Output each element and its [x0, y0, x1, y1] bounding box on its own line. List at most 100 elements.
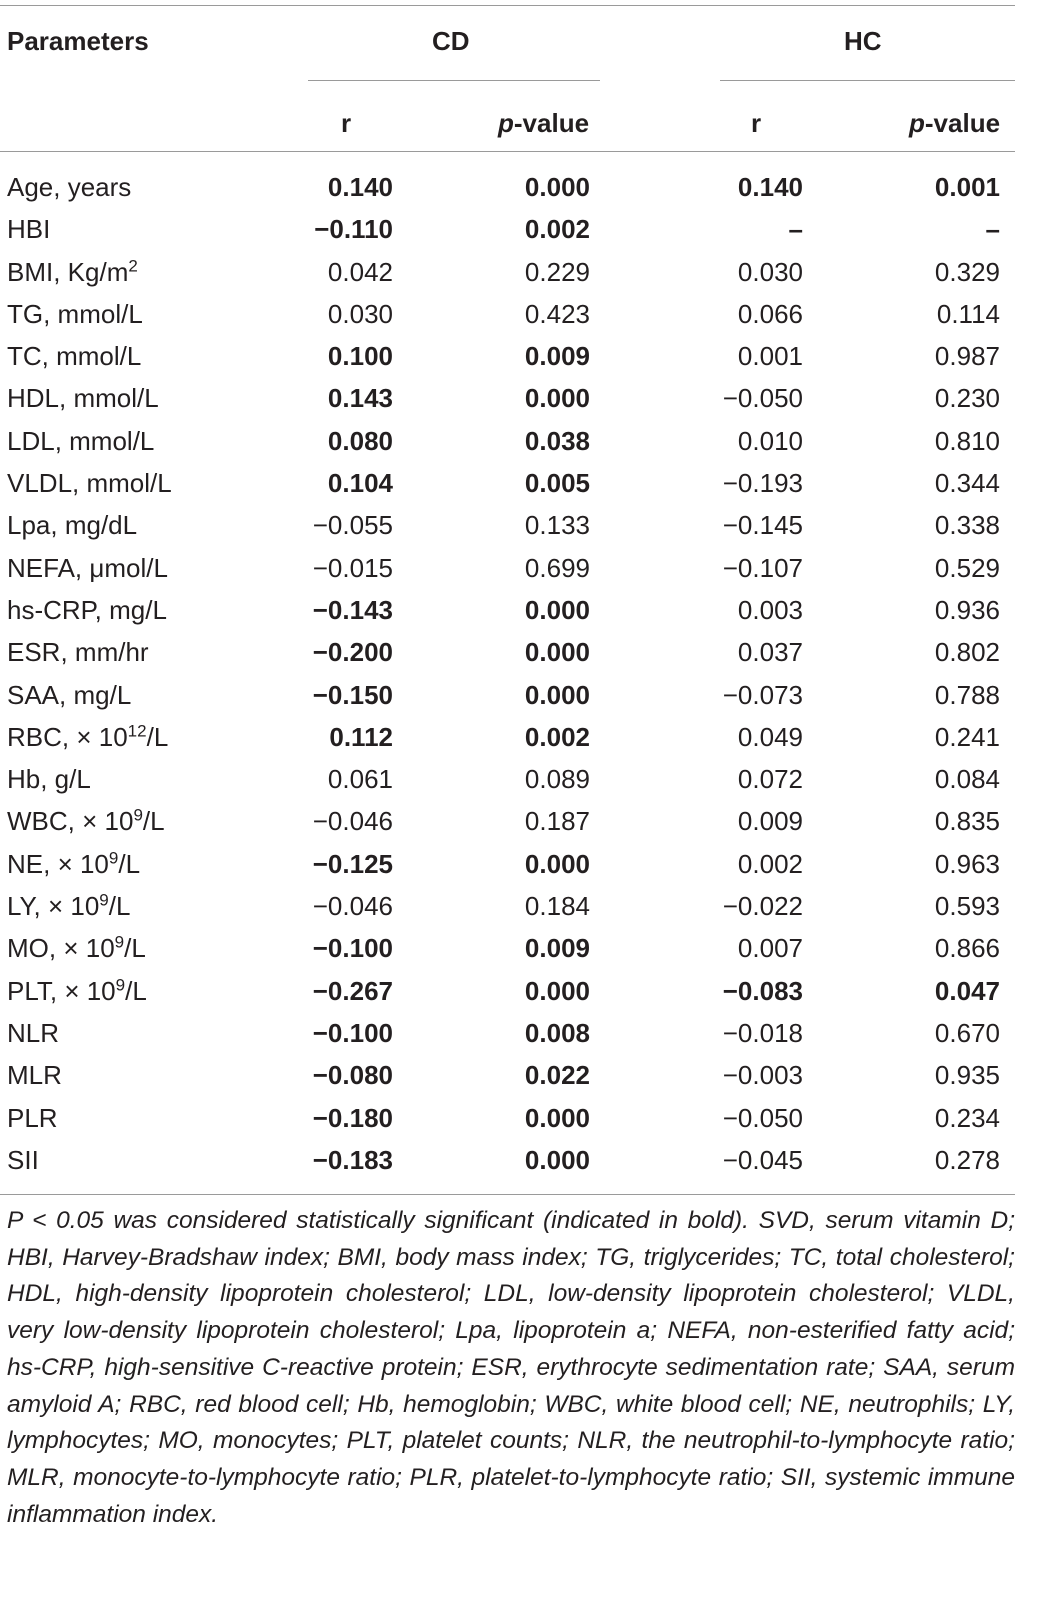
parameter-superscript: 9: [99, 890, 109, 910]
table-footnote: P < 0.05 was considered statistically si…: [7, 1207, 1015, 1528]
hc-p-value-cell: 0.084: [934, 764, 1000, 795]
parameter-name: PLT, × 10: [7, 975, 116, 1006]
hc-r-cell: −0.107: [722, 552, 803, 583]
cd-p-value-cell: 0.002: [524, 721, 590, 752]
parameter-name: TG, mmol/L: [7, 298, 143, 329]
parameter-cell: NEFA, μmol/L: [7, 547, 168, 589]
table-body: Age, years 0.140 0.000 0.140 0.001 HBI −0.110 0…: [0, 166, 1041, 1181]
cd-p-italic: p: [498, 108, 514, 138]
cd-p-value-cell: 0.000: [524, 383, 590, 414]
cd-p-value-cell: 0.000: [524, 679, 590, 710]
hc-r-cell: 0.010: [737, 425, 803, 456]
table-row: PLR −0.180 0.000 −0.050 0.234: [0, 1097, 1041, 1139]
cd-p-value-cell: 0.038: [524, 425, 590, 456]
hc-p-italic: p: [909, 108, 925, 138]
table-row: NLR −0.100 0.008 −0.018 0.670: [0, 1012, 1041, 1054]
hc-p-value-cell: 0.338: [934, 510, 1000, 541]
cd-p-value-cell: 0.008: [524, 1017, 590, 1048]
parameter-unit-tail: /L: [142, 806, 165, 837]
cd-r-cell: −0.150: [312, 679, 393, 710]
table-row: RBC, × 1012/L 0.112 0.002 0.049 0.241: [0, 716, 1041, 758]
parameter-name: BMI, Kg/m: [7, 256, 129, 287]
hc-r-cell: −0.050: [722, 383, 803, 414]
table-row: ESR, mm/hr −0.200 0.000 0.037 0.802: [0, 631, 1041, 673]
cd-r-cell: 0.080: [327, 425, 393, 456]
table-row: VLDL, mmol/L 0.104 0.005 −0.193 0.344: [0, 462, 1041, 504]
hc-p-value-cell: 0.866: [934, 933, 1000, 964]
hc-p-value-cell: 0.329: [934, 256, 1000, 287]
table-row: HBI −0.110 0.002 – –: [0, 208, 1041, 250]
hc-r-cell: −0.145: [722, 510, 803, 541]
hc-p-value-cell: 0.529: [934, 552, 1000, 583]
parameter-cell: ESR, mm/hr: [7, 631, 149, 673]
table-row: MO, × 109/L −0.100 0.009 0.007 0.866: [0, 927, 1041, 969]
hc-p-value-cell: 0.241: [934, 721, 1000, 752]
hc-r-cell: −0.003: [722, 1060, 803, 1091]
table-row: WBC, × 109/L −0.046 0.187 0.009 0.835: [0, 800, 1041, 842]
cd-r-cell: 0.140: [327, 172, 393, 202]
parameter-unit-tail: /L: [108, 891, 131, 922]
cd-p-value-cell: 0.187: [524, 806, 590, 837]
body-bottom-rule: [0, 1194, 1015, 1195]
parameter-name: SII: [7, 1144, 39, 1175]
cd-p-value-cell: 0.000: [524, 594, 590, 625]
cd-r-cell: −0.055: [312, 510, 393, 541]
parameter-cell: NLR: [7, 1012, 59, 1054]
hc-p-value-header: p-value: [909, 108, 1000, 138]
header-bottom-rule: [0, 151, 1015, 152]
parameter-cell: LDL, mmol/L: [7, 420, 154, 462]
cd-r-cell: −0.046: [312, 891, 393, 922]
hc-r-cell: 0.001: [737, 341, 803, 372]
cd-r-cell: −0.046: [312, 806, 393, 837]
hc-r-cell: 0.140: [737, 172, 803, 202]
hc-p-value-cell: 0.935: [934, 1060, 1000, 1091]
hc-p-value-cell: 0.278: [934, 1144, 1000, 1175]
hc-r-cell: 0.072: [737, 764, 803, 795]
parameter-superscript: 9: [133, 805, 143, 825]
parameter-cell: RBC, × 1012/L: [7, 716, 168, 758]
hc-r-cell: −0.083: [722, 975, 803, 1006]
cd-p-value-cell: 0.089: [524, 764, 590, 795]
table-row: LDL, mmol/L 0.080 0.038 0.010 0.810: [0, 420, 1041, 462]
table-row: MLR −0.080 0.022 −0.003 0.935: [0, 1054, 1041, 1096]
cd-p-value-header: p-value: [498, 108, 589, 138]
hc-group-rule: [720, 80, 1015, 81]
parameter-cell: NE, × 109/L: [7, 843, 140, 885]
cd-p-suffix: -value: [513, 108, 590, 138]
hc-p-value-cell: 0.670: [934, 1017, 1000, 1048]
table-row: hs-CRP, mg/L −0.143 0.000 0.003 0.936: [0, 589, 1041, 631]
hc-p-value-cell: 0.234: [934, 1102, 1000, 1133]
parameter-name: Hb, g/L: [7, 764, 91, 795]
hc-p-value-cell: 0.047: [934, 975, 1000, 1006]
hc-r-header: r: [751, 108, 762, 138]
cd-r-cell: 0.042: [327, 256, 393, 287]
cd-r-cell: −0.143: [312, 594, 393, 625]
cd-r-cell: −0.267: [312, 975, 393, 1006]
parameter-unit-tail: /L: [124, 933, 146, 964]
parameter-name: SAA, mg/L: [7, 679, 132, 710]
hc-r-cell: −0.193: [722, 468, 803, 499]
cd-p-value-cell: 0.000: [524, 637, 590, 668]
parameter-name: VLDL, mmol/L: [7, 468, 172, 499]
parameter-cell: SII: [7, 1139, 39, 1181]
cd-p-value-cell: 0.000: [524, 172, 590, 202]
hc-r-cell: 0.002: [737, 848, 803, 879]
cd-group-header: CD: [432, 26, 470, 56]
parameter-cell: BMI, Kg/m2: [7, 251, 138, 293]
hc-r-cell: 0.003: [737, 594, 803, 625]
hc-p-value-cell: 0.230: [934, 383, 1000, 414]
cd-p-value-cell: 0.423: [524, 298, 590, 329]
parameter-name: HDL, mmol/L: [7, 383, 159, 414]
cd-r-cell: −0.110: [314, 214, 393, 245]
parameter-cell: WBC, × 109/L: [7, 800, 165, 842]
hc-r-cell: −0.045: [722, 1144, 803, 1175]
cd-r-cell: 0.030: [327, 298, 393, 329]
parameter-name: TC, mmol/L: [7, 341, 142, 372]
hc-r-cell: −0.050: [722, 1102, 803, 1133]
parameter-unit-tail: /L: [146, 721, 169, 752]
parameter-name: LY, × 10: [7, 891, 100, 922]
cd-p-value-cell: 0.000: [524, 1102, 590, 1133]
parameters-header: Parameters: [7, 26, 149, 56]
hc-p-value-cell: 0.835: [934, 806, 1000, 837]
cd-r-cell: 0.143: [327, 383, 393, 414]
